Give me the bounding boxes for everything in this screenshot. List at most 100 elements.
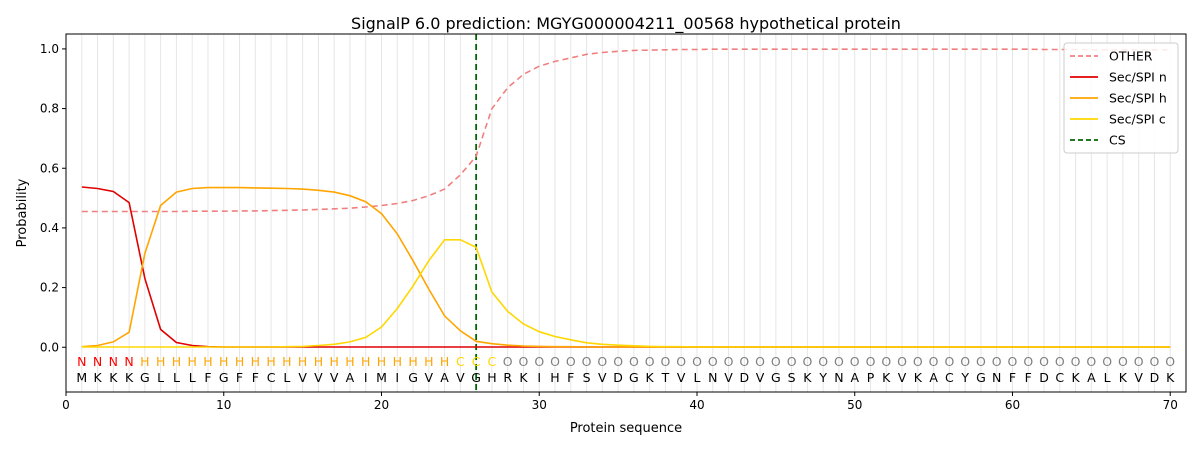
region-label: O	[1165, 354, 1175, 369]
residue-label: I	[537, 370, 541, 385]
region-label: O	[739, 354, 749, 369]
y-tick-label: 0.8	[40, 102, 59, 116]
residue-label: F	[252, 370, 259, 385]
residue-label: K	[519, 370, 528, 385]
region-label: O	[881, 354, 891, 369]
region-label: O	[929, 354, 939, 369]
region-label: O	[992, 354, 1002, 369]
residue-label: F	[204, 370, 211, 385]
region-label: O	[724, 354, 734, 369]
residue-label: N	[834, 370, 843, 385]
residue-label: A	[850, 370, 859, 385]
y-axis-label: Probability	[15, 178, 30, 247]
region-label: O	[1086, 354, 1096, 369]
legend-label: Sec/SPI c	[1109, 112, 1166, 127]
legend-label: Sec/SPI h	[1109, 91, 1167, 106]
region-label: C	[488, 354, 497, 369]
y-tick-label: 1.0	[40, 42, 59, 56]
region-label: H	[377, 354, 386, 369]
residue-label: K	[125, 370, 134, 385]
region-label: O	[629, 354, 639, 369]
x-tick-label: 40	[689, 398, 704, 412]
region-label: O	[771, 354, 781, 369]
residue-label: G	[140, 370, 150, 385]
region-label: O	[1023, 354, 1033, 369]
residue-label: K	[109, 370, 118, 385]
region-label: N	[93, 354, 102, 369]
residue-label: K	[914, 370, 923, 385]
region-label: H	[345, 354, 354, 369]
x-tick-label: 0	[62, 398, 70, 412]
region-label: H	[440, 354, 449, 369]
region-label: H	[251, 354, 260, 369]
residue-label: V	[756, 370, 765, 385]
residue-label: F	[1009, 370, 1016, 385]
residue-label: C	[267, 370, 276, 385]
region-label: H	[314, 354, 323, 369]
residue-label: N	[708, 370, 717, 385]
plot-frame	[65, 33, 1187, 393]
legend-box	[1063, 42, 1179, 154]
residue-label: D	[739, 370, 749, 385]
region-label: H	[393, 354, 402, 369]
legend-label: OTHER	[1109, 49, 1153, 64]
region-label: O	[534, 354, 544, 369]
x-tick-label: 10	[216, 398, 231, 412]
region-label: O	[645, 354, 655, 369]
residue-label: A	[440, 370, 449, 385]
x-axis-label: Protein sequence	[570, 421, 682, 436]
region-label: O	[1134, 354, 1144, 369]
x-tick-label: 70	[1163, 398, 1178, 412]
region-label: O	[582, 354, 592, 369]
x-tick-label: 30	[532, 398, 547, 412]
residue-label: G	[629, 370, 639, 385]
region-label: O	[1008, 354, 1018, 369]
residue-label: S	[583, 370, 591, 385]
residue-label: D	[613, 370, 623, 385]
region-label: O	[708, 354, 718, 369]
y-tick-label: 0.6	[40, 161, 59, 175]
region-label: O	[613, 354, 623, 369]
residue-label: G	[219, 370, 229, 385]
residue-label: K	[1166, 370, 1175, 385]
residue-label: M	[76, 370, 87, 385]
residue-label: V	[724, 370, 733, 385]
residue-label: H	[487, 370, 496, 385]
residue-label: T	[661, 370, 670, 385]
series-line-other	[81, 48, 1171, 213]
residue-label: D	[1039, 370, 1049, 385]
residue-label: F	[236, 370, 243, 385]
region-label: O	[976, 354, 986, 369]
residue-label: D	[1150, 370, 1160, 385]
residue-label: I	[395, 370, 399, 385]
region-label: H	[172, 354, 181, 369]
region-label: O	[661, 354, 671, 369]
residue-label: M	[376, 370, 387, 385]
residue-label: L	[157, 370, 164, 385]
region-label: O	[866, 354, 876, 369]
residue-label: V	[330, 370, 339, 385]
region-label: C	[456, 354, 465, 369]
legend-label: Sec/SPI n	[1109, 70, 1167, 85]
region-label: O	[834, 354, 844, 369]
residue-label: A	[346, 370, 355, 385]
region-label: O	[550, 354, 560, 369]
residue-label: C	[1055, 370, 1064, 385]
region-label: O	[944, 354, 954, 369]
region-label: O	[897, 354, 907, 369]
region-label: H	[140, 354, 149, 369]
y-tick-label: 0.4	[40, 221, 59, 235]
residue-label: L	[283, 370, 290, 385]
region-label: H	[187, 354, 196, 369]
residue-label: C	[945, 370, 954, 385]
region-label: O	[566, 354, 576, 369]
residue-label: N	[992, 370, 1001, 385]
residue-label: S	[788, 370, 796, 385]
region-label: H	[156, 354, 165, 369]
chart-title: SignalP 6.0 prediction: MGYG000004211_00…	[351, 14, 901, 34]
region-label: H	[329, 354, 338, 369]
residue-label: L	[1104, 370, 1111, 385]
residue-label: V	[314, 370, 323, 385]
region-label: O	[787, 354, 797, 369]
region-label: C	[472, 354, 481, 369]
